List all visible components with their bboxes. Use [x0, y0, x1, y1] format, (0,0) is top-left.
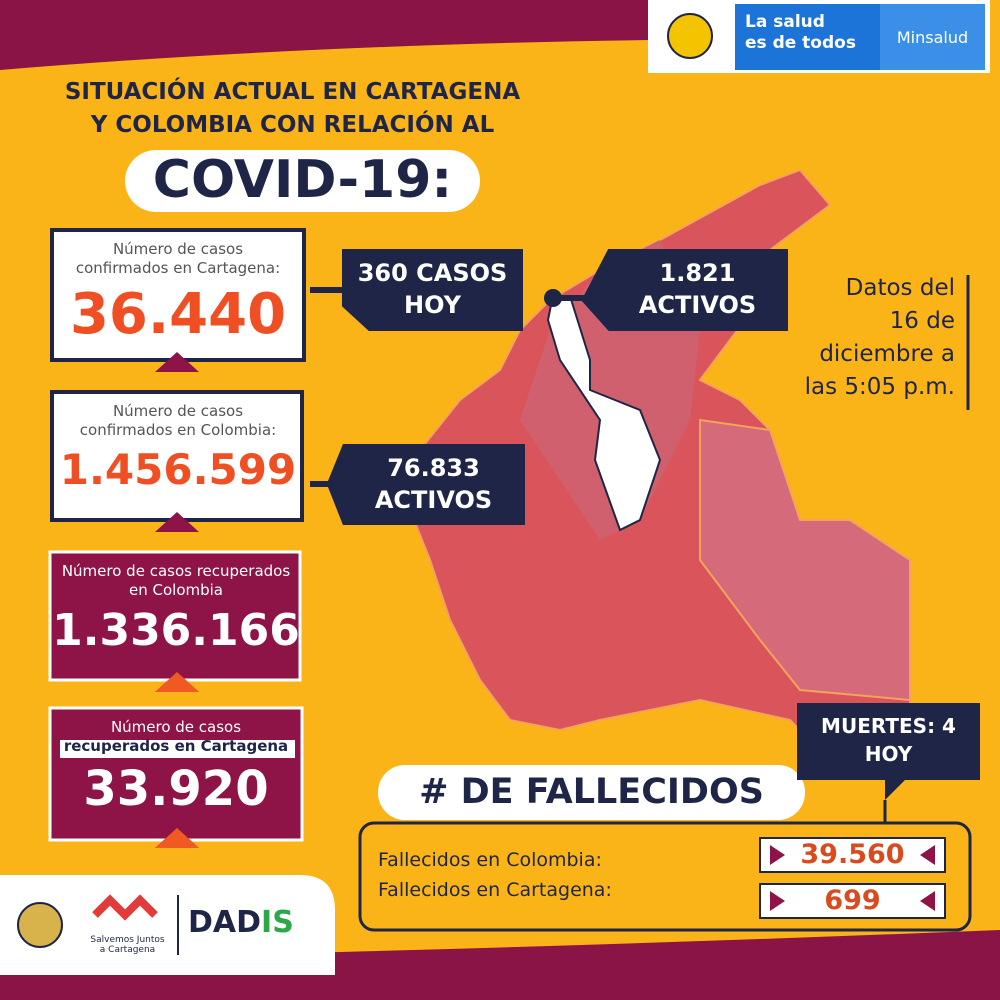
card-value: 36.440 [69, 282, 287, 347]
date-line: las 5:05 p.m. [804, 374, 955, 400]
title: SITUACIÓN ACTUAL EN CARTAGENA Y COLOMBIA … [20, 76, 565, 142]
agency-part: DAD [188, 905, 262, 940]
callout-line: ACTIVOS [638, 291, 757, 319]
card-label: recuperados en Cartagena [63, 737, 289, 755]
deaths-value: 39.560 [800, 839, 905, 870]
date-line: diciembre a [819, 341, 955, 367]
brand: La salud es de todos [745, 12, 856, 54]
callout-line: 360 CASOS [357, 259, 508, 287]
campaign-line: a Cartagena [99, 945, 156, 955]
card-label: Número de casos [112, 402, 244, 420]
card-label: Número de casos [110, 718, 242, 736]
deaths-label: Fallecidos en Cartagena: [378, 879, 612, 901]
main-title: COVID-19: [152, 150, 453, 210]
date-line: Datos del [845, 275, 955, 301]
callout-line: ACTIVOS [374, 486, 493, 514]
card-label: en Colombia [129, 581, 223, 599]
card-label: Número de casos [112, 240, 244, 258]
title-line: Y COLOMBIA CON RELACIÓN AL [90, 112, 495, 138]
agency: DADIS [188, 905, 294, 940]
agency-part: IS [261, 905, 294, 940]
ministry-text: Minsalud [896, 28, 969, 47]
title-line: SITUACIÓN ACTUAL EN CARTAGENA [64, 79, 521, 105]
deaths-value: 699 [824, 885, 881, 916]
ministry: Minsalud [880, 28, 985, 47]
deaths-title: # DE FALLECIDOS [419, 772, 764, 812]
campaign: Salvemos Juntos a Cartagena [80, 935, 175, 955]
card-label: confirmados en Colombia: [79, 421, 277, 439]
callout-line: HOY [403, 291, 461, 319]
date-note: Datos del 16 de diciembre a las 5:05 p.m. [760, 272, 955, 404]
deaths-today-line: HOY [864, 742, 913, 766]
callout-line: 1.821 [659, 259, 736, 287]
deaths-today-line: MUERTES: 4 [821, 714, 956, 738]
brand-line: es de todos [745, 33, 856, 53]
callout-line: 76.833 [387, 454, 480, 482]
campaign-line: Salvemos Juntos [90, 935, 165, 945]
deaths-today: MUERTES: 4 HOY [797, 712, 980, 768]
card-value: 33.920 [83, 761, 269, 817]
card-value: 1.456.599 [59, 445, 297, 494]
deaths-label: Fallecidos en Colombia: [378, 849, 602, 871]
date-line: 16 de [889, 308, 955, 334]
card-label: Número de casos recuperados [61, 562, 291, 580]
card-value: 1.336.166 [52, 605, 300, 656]
card-label: confirmados en Cartagena: [75, 259, 281, 277]
brand-line: La salud [745, 12, 825, 32]
